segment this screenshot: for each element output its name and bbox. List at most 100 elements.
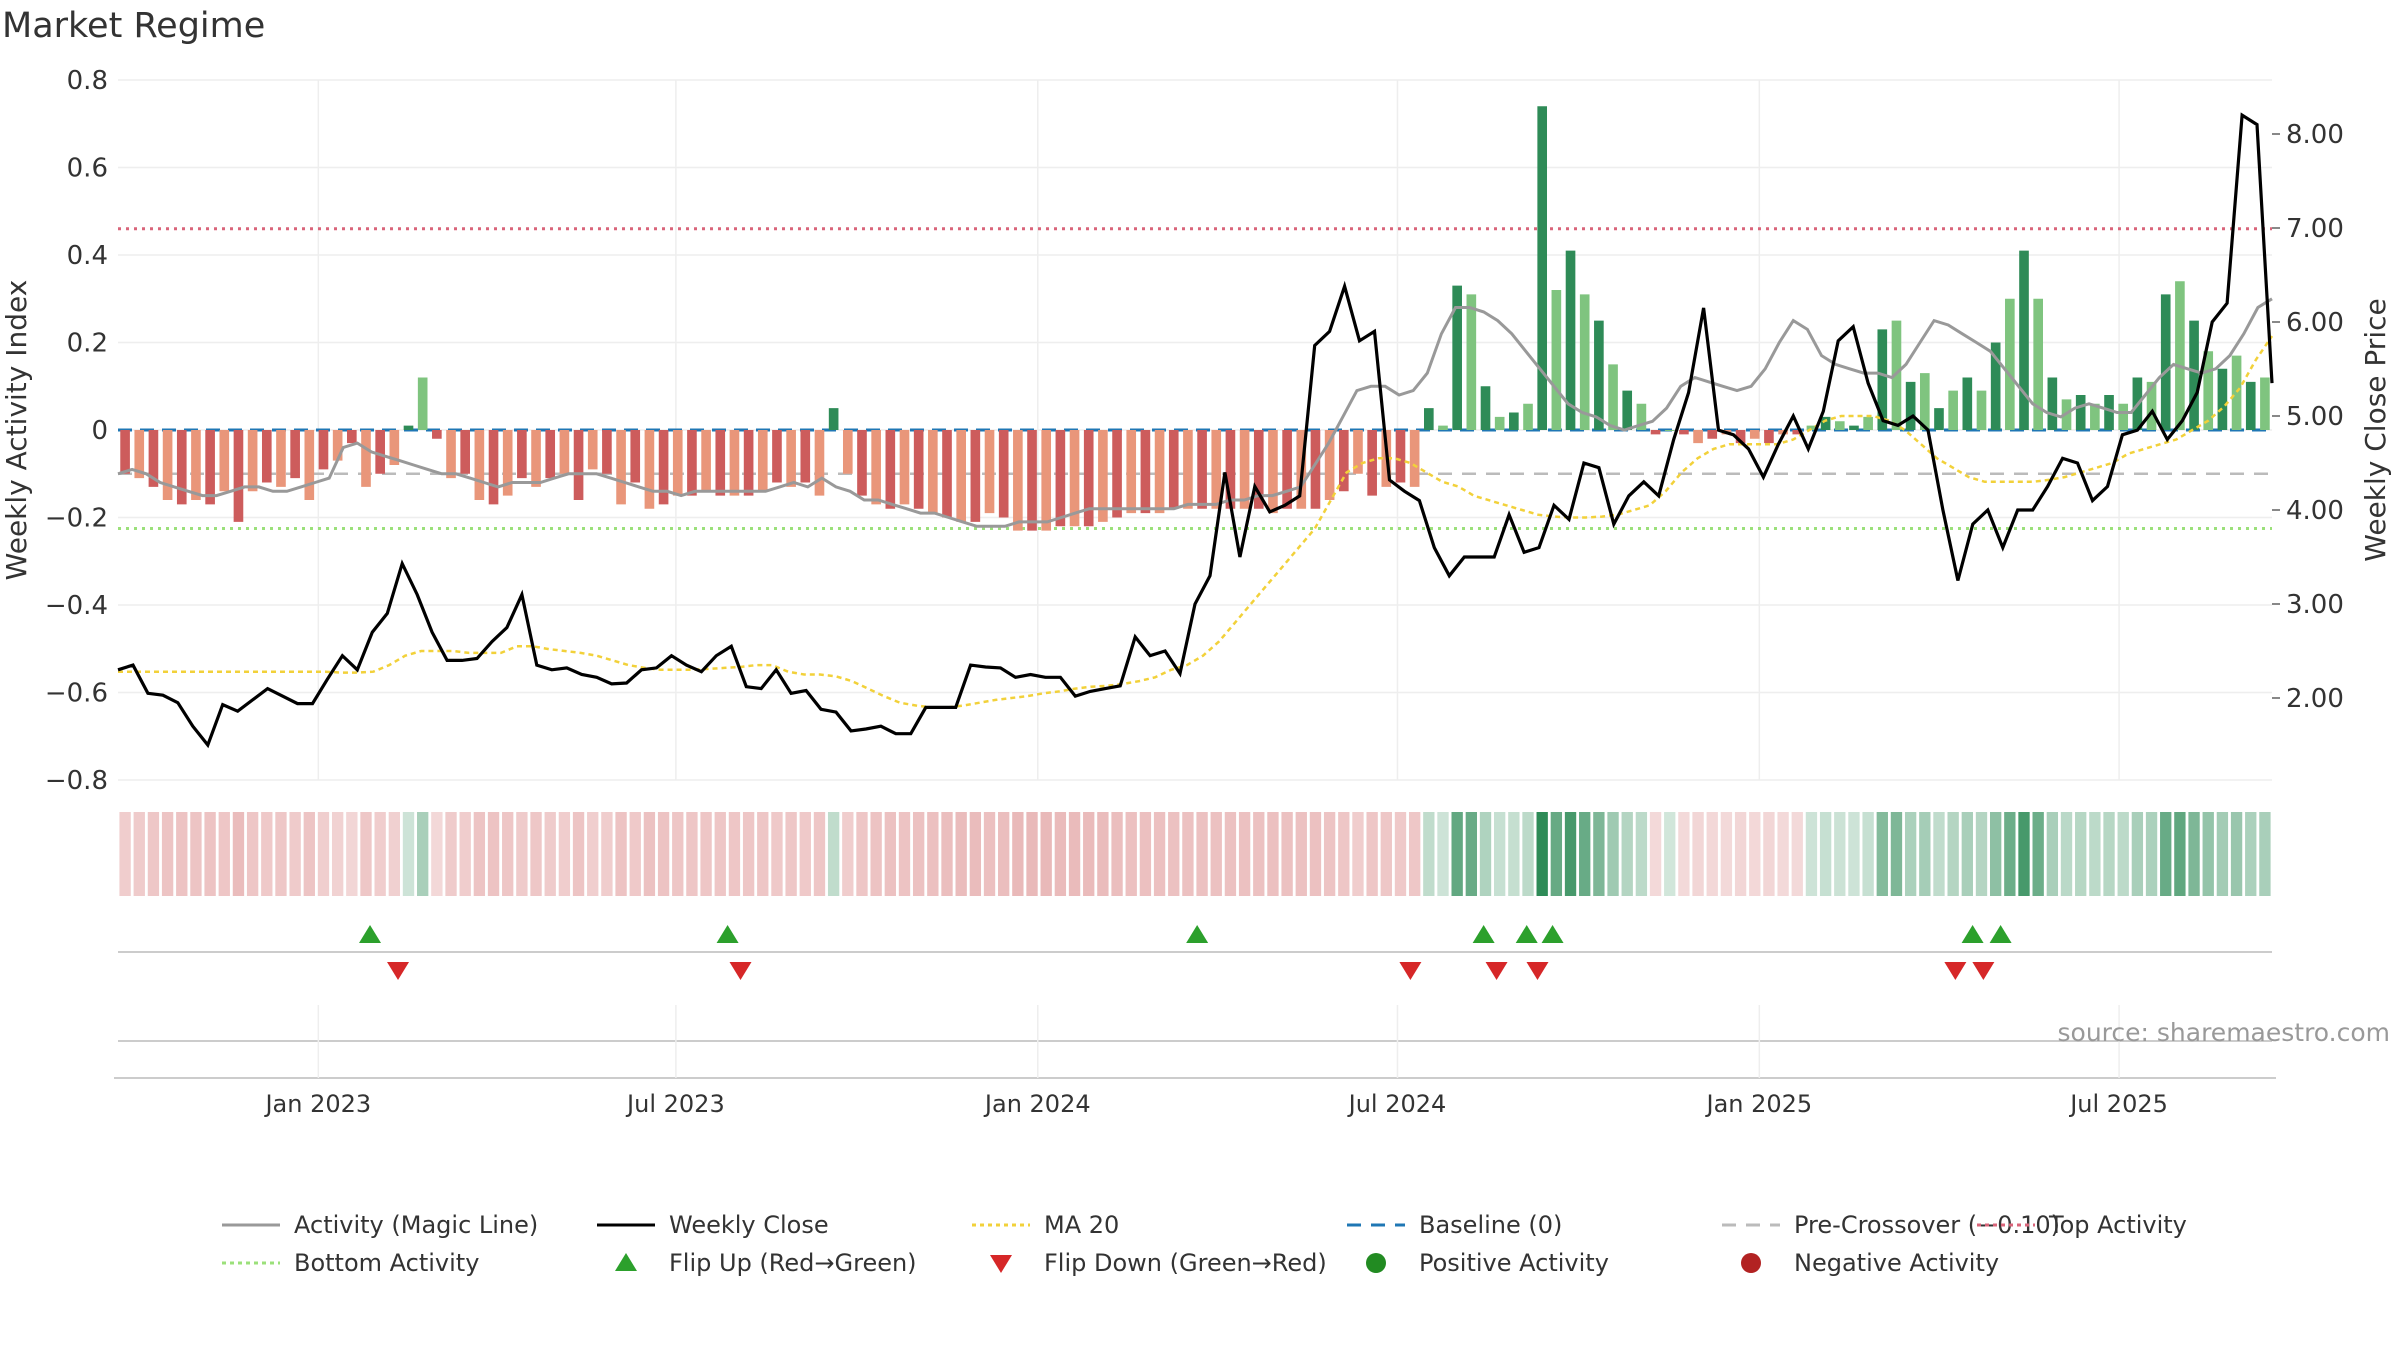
activity-bar (913, 430, 924, 509)
regime-cell (1451, 812, 1463, 896)
legend-label: Pre-Crossover (−0.10) (1794, 1211, 2061, 1239)
regime-cell (742, 812, 755, 896)
activity-bar (1934, 408, 1944, 430)
weekly-close-line (117, 112, 2274, 749)
activity-bar (1183, 430, 1193, 509)
triangle-down-icon (990, 1255, 1012, 1273)
regime-cell (487, 812, 500, 896)
activity-bar (587, 430, 598, 470)
activity-bar (1891, 320, 1902, 430)
activity-bar (1438, 425, 1448, 430)
activity-bar (2217, 368, 2228, 430)
regime-cell (1834, 812, 1846, 896)
activity-bar (984, 430, 995, 514)
regime-cell (161, 812, 174, 896)
regime-cell (1083, 812, 1095, 896)
activity-bar (1749, 430, 1760, 439)
activity-bar (233, 430, 244, 522)
regime-cell (1168, 812, 1180, 896)
regime-cell (1408, 812, 1421, 896)
activity-bar (1537, 106, 1548, 430)
regime-cell (2018, 812, 2030, 896)
activity-bar (1112, 430, 1122, 518)
y-tick-label: −0.6 (45, 679, 108, 709)
legend-label: Weekly Close (669, 1211, 829, 1239)
x-tick-label: Jul 2024 (1347, 1090, 1447, 1118)
activity-bar (1239, 430, 1250, 509)
regime-cell (1649, 812, 1662, 896)
activity-bar (1083, 430, 1094, 527)
activity-bar (559, 430, 570, 474)
activity-bar (1820, 416, 1831, 430)
regime-cell (2089, 812, 2101, 896)
regime-cell (700, 812, 712, 896)
circle-icon (1741, 1253, 1761, 1273)
activity-bar (2019, 250, 2029, 430)
regime-cell (402, 812, 415, 896)
legend-symbol (972, 1223, 1030, 1227)
activity-bar (1990, 342, 2001, 430)
activity-bar (531, 430, 541, 487)
activity-bar (602, 430, 612, 474)
activity-bar (1551, 290, 1562, 430)
activity-bar (460, 430, 471, 474)
regime-cell (1522, 812, 1534, 896)
regime-cell (1281, 812, 1293, 896)
activity-bar (1877, 329, 1888, 430)
legend-item-pos: Positive Activity (1345, 1248, 1609, 1278)
regime-cell (1295, 812, 1307, 896)
activity-bar (1948, 390, 1958, 430)
activity-bar (1509, 412, 1519, 430)
activity-bar (347, 430, 357, 444)
regime-cell (1437, 812, 1449, 896)
regime-cell (2202, 812, 2214, 896)
activity-bar (2189, 320, 2199, 430)
activity-bar (1310, 430, 1321, 509)
activity-bar (1834, 421, 1845, 430)
triangle-up-icon (615, 1253, 637, 1271)
activity-bar (772, 430, 782, 483)
activity-bar (1253, 430, 1264, 509)
activity-bar (134, 430, 145, 479)
regime-cell (516, 812, 528, 896)
regime-cell (1975, 812, 1988, 896)
legend-symbol (597, 1223, 655, 1227)
activity-bar (205, 430, 215, 505)
legend-item-flipdown: Flip Down (Green→Red) (970, 1248, 1327, 1278)
activity-bar (644, 430, 655, 509)
regime-cell (1494, 812, 1506, 896)
regime-cell (502, 812, 514, 896)
legend-symbol (990, 1255, 1012, 1273)
regime-cell (1593, 812, 1605, 896)
legend-symbol (222, 1223, 280, 1227)
activity-bar (219, 430, 230, 492)
activity-bar (261, 430, 272, 483)
regime-cell (1111, 812, 1123, 896)
regime-cell (672, 812, 684, 896)
regime-cell (417, 812, 429, 896)
regime-cell (473, 812, 486, 896)
regime-cell (2259, 812, 2271, 896)
activity-bar (304, 430, 315, 500)
activity-bar (2260, 377, 2270, 430)
y2-tick-label: 5.00 (2286, 402, 2344, 432)
activity-bar (2090, 403, 2100, 430)
legend: Activity (Magic Line) Weekly Close MA 20 Ba… (220, 1210, 2400, 1290)
regime-cell (1479, 812, 1492, 896)
y-axis-left: 0.8 0.6 0.4 0.2 0 −0.2 −0.4 −0.6 −0.8 (45, 66, 108, 796)
regime-cell (1763, 812, 1775, 896)
regime-cell (1862, 812, 1874, 896)
regime-cell (530, 812, 542, 896)
activity-bar (1650, 430, 1661, 435)
regime-cell (1876, 812, 1888, 896)
activity-bar (517, 430, 527, 479)
activity-bar (573, 430, 584, 500)
activity-bar (857, 430, 867, 496)
flip-up-marker (1186, 925, 1209, 943)
regime-cell (2230, 812, 2243, 896)
y-axis-right: 8.00 7.00 6.00 5.00 4.00 3.00 2.00 (2272, 120, 2344, 714)
activity-bar (318, 430, 329, 470)
regime-cell (2117, 812, 2129, 896)
activity-bar (2203, 351, 2214, 430)
regime-cell (1564, 812, 1577, 896)
